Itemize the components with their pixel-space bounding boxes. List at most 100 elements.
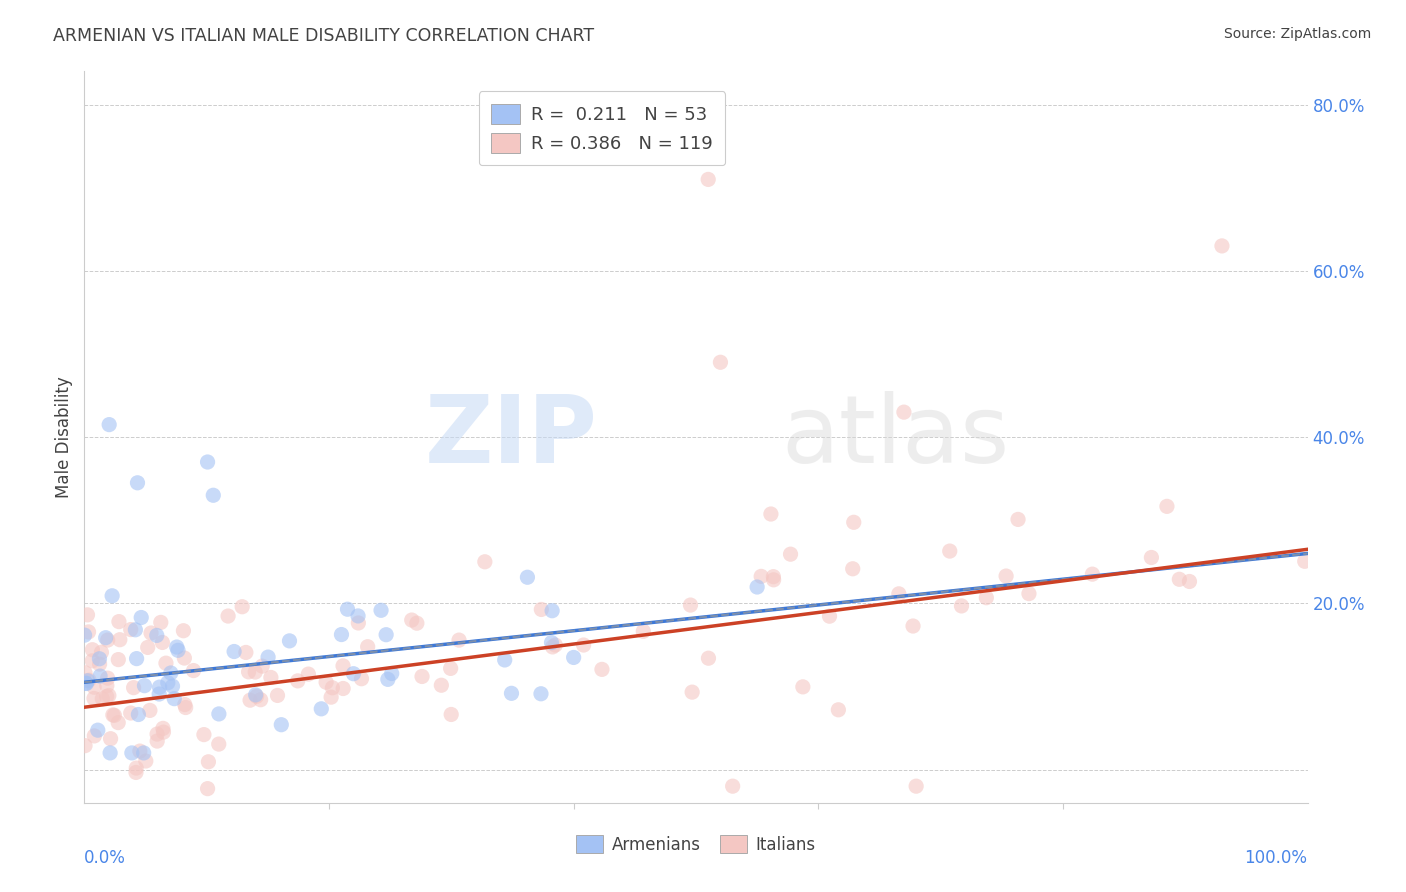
Text: ARMENIAN VS ITALIAN MALE DISABILITY CORRELATION CHART: ARMENIAN VS ITALIAN MALE DISABILITY CORR… xyxy=(53,27,595,45)
Point xyxy=(193,728,215,742)
Point xyxy=(73,665,96,680)
Point xyxy=(721,779,744,793)
Point xyxy=(89,669,111,683)
Point xyxy=(1156,500,1178,514)
Point xyxy=(779,547,801,561)
Point xyxy=(125,765,148,780)
Point xyxy=(197,455,219,469)
Point xyxy=(231,599,253,614)
Point xyxy=(321,690,343,705)
Point xyxy=(887,587,910,601)
Point xyxy=(818,609,841,624)
Point xyxy=(89,652,111,666)
Point xyxy=(162,679,184,693)
Point xyxy=(494,653,516,667)
Point xyxy=(97,671,120,685)
Point xyxy=(440,661,463,675)
Point xyxy=(278,633,301,648)
Point xyxy=(100,731,122,746)
Point xyxy=(572,638,595,652)
Point xyxy=(82,642,104,657)
Point xyxy=(91,691,114,706)
Point xyxy=(127,707,149,722)
Point xyxy=(749,569,772,583)
Point xyxy=(562,650,585,665)
Point xyxy=(250,659,273,673)
Point xyxy=(541,640,564,654)
Point xyxy=(350,672,373,686)
Point xyxy=(121,746,143,760)
Point xyxy=(82,654,104,668)
Point xyxy=(83,691,105,706)
Point xyxy=(83,729,105,743)
Point xyxy=(217,609,239,624)
Point xyxy=(172,624,194,638)
Text: 100.0%: 100.0% xyxy=(1244,848,1308,866)
Point xyxy=(197,755,219,769)
Point xyxy=(245,665,267,679)
Point xyxy=(167,643,190,657)
Point xyxy=(747,580,769,594)
Point xyxy=(159,665,181,680)
Point xyxy=(841,562,863,576)
Point xyxy=(77,624,100,639)
Point xyxy=(336,602,359,616)
Y-axis label: Male Disability: Male Disability xyxy=(55,376,73,498)
Point xyxy=(83,680,105,694)
Point xyxy=(136,640,159,655)
Point xyxy=(125,651,148,665)
Point xyxy=(174,700,197,714)
Point xyxy=(430,678,453,692)
Point xyxy=(122,681,145,695)
Point xyxy=(827,703,849,717)
Point xyxy=(134,679,156,693)
Point xyxy=(129,610,152,624)
Point xyxy=(108,632,131,647)
Point xyxy=(377,673,399,687)
Point xyxy=(901,619,924,633)
Point xyxy=(260,671,283,685)
Point xyxy=(297,667,319,681)
Point xyxy=(709,355,731,369)
Point xyxy=(356,640,378,654)
Point xyxy=(381,666,404,681)
Point xyxy=(681,685,703,699)
Point xyxy=(1211,239,1233,253)
Point xyxy=(101,589,124,603)
Point xyxy=(146,727,169,741)
Point xyxy=(842,516,865,530)
Point xyxy=(697,172,720,186)
Point xyxy=(77,673,100,688)
Point xyxy=(541,604,564,618)
Point xyxy=(330,627,353,641)
Point xyxy=(266,689,288,703)
Point xyxy=(75,676,97,690)
Point xyxy=(208,706,231,721)
Point xyxy=(633,624,655,639)
Legend: Armenians, Italians: Armenians, Italians xyxy=(569,829,823,860)
Point xyxy=(1294,554,1316,568)
Text: atlas: atlas xyxy=(782,391,1010,483)
Point xyxy=(128,744,150,758)
Point xyxy=(146,734,169,748)
Point xyxy=(183,664,205,678)
Point xyxy=(150,635,173,649)
Point xyxy=(127,475,149,490)
Point xyxy=(950,599,973,613)
Point xyxy=(152,725,174,739)
Point xyxy=(208,737,231,751)
Point xyxy=(239,693,262,707)
Point xyxy=(73,628,96,642)
Point xyxy=(73,739,96,753)
Point xyxy=(1007,512,1029,526)
Point xyxy=(249,692,271,706)
Point xyxy=(995,569,1018,583)
Point xyxy=(155,656,177,670)
Point xyxy=(1081,567,1104,582)
Point xyxy=(97,633,120,648)
Point xyxy=(976,591,998,605)
Point xyxy=(173,698,195,712)
Point xyxy=(98,417,121,432)
Point xyxy=(1168,572,1191,586)
Point xyxy=(238,665,260,679)
